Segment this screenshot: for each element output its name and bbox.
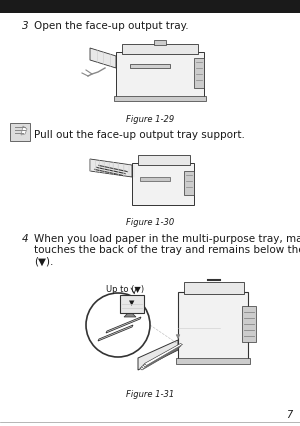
Polygon shape [143,345,181,367]
FancyBboxPatch shape [194,58,204,88]
Polygon shape [90,48,116,68]
FancyBboxPatch shape [120,295,144,313]
Polygon shape [142,346,179,368]
Text: Figure 1-31: Figure 1-31 [126,390,174,399]
Text: Open the face-up output tray.: Open the face-up output tray. [34,21,189,31]
Polygon shape [98,325,133,341]
Circle shape [86,293,150,357]
FancyBboxPatch shape [178,292,248,360]
Text: 7: 7 [286,410,292,420]
FancyBboxPatch shape [154,40,166,45]
FancyBboxPatch shape [184,282,244,294]
Text: ▼: ▼ [129,300,135,306]
Text: Figure 1-30: Figure 1-30 [126,218,174,227]
Polygon shape [138,340,178,370]
Polygon shape [124,311,136,317]
Text: Figure 1-29: Figure 1-29 [126,115,174,124]
FancyBboxPatch shape [0,0,300,13]
FancyBboxPatch shape [242,306,256,342]
FancyBboxPatch shape [10,123,30,141]
FancyBboxPatch shape [138,155,190,165]
FancyBboxPatch shape [184,171,194,195]
FancyBboxPatch shape [176,358,250,364]
FancyBboxPatch shape [116,52,204,98]
Polygon shape [106,317,141,333]
Text: When you load paper in the multi-purpose tray, make sure it: When you load paper in the multi-purpose… [34,234,300,244]
Polygon shape [140,348,178,370]
FancyBboxPatch shape [114,96,206,101]
Polygon shape [98,165,128,172]
Text: 4: 4 [22,234,28,244]
Polygon shape [21,126,27,135]
Polygon shape [90,159,132,177]
FancyBboxPatch shape [132,163,194,205]
FancyBboxPatch shape [122,44,198,54]
Polygon shape [94,169,124,176]
FancyBboxPatch shape [140,177,170,181]
Polygon shape [145,343,182,366]
Text: Pull out the face-up output tray support.: Pull out the face-up output tray support… [34,130,245,140]
Text: 3: 3 [22,21,28,31]
FancyBboxPatch shape [130,64,170,68]
Text: Up to (▼): Up to (▼) [106,285,144,294]
Text: (▼).: (▼). [34,256,53,266]
Polygon shape [96,167,126,174]
Text: touches the back of the tray and remains below the paper guide: touches the back of the tray and remains… [34,245,300,255]
